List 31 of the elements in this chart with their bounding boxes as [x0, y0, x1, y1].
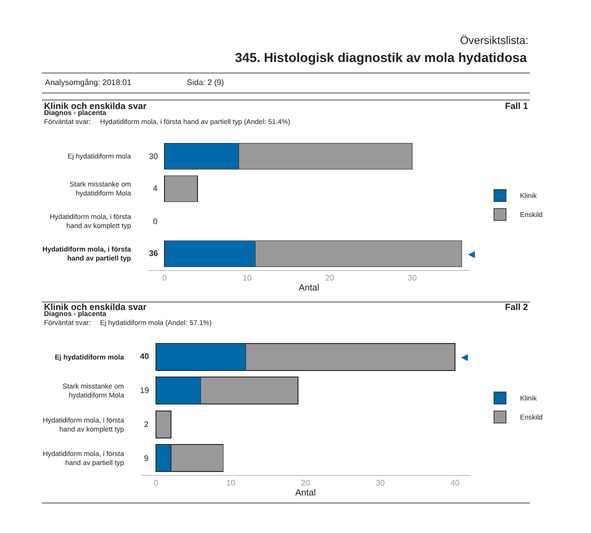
x-tick-label: 10	[242, 274, 252, 283]
x-tick-label: 40	[450, 478, 460, 488]
annotation: ◀	[461, 352, 468, 362]
bar	[164, 175, 198, 202]
x-tick-label: 0	[162, 274, 168, 283]
text: Sida: 2 (9)	[187, 78, 224, 87]
text: 345. Histologisk diagnostik av mola hydatidosa	[235, 50, 528, 65]
x-tick-label: 10	[226, 478, 236, 488]
total-label: 30	[149, 152, 158, 161]
total-label: 40	[140, 352, 150, 361]
total-label: 9	[144, 454, 149, 463]
total-label: 19	[140, 386, 150, 395]
total-label: 4	[153, 184, 158, 193]
x-axis-title: Antal	[298, 282, 320, 292]
total-label: 0	[153, 217, 158, 226]
text: Analysomgång: 2018:01	[45, 78, 132, 87]
annotation: ◀	[468, 249, 475, 259]
x-axis-title: Antal	[295, 488, 316, 498]
bar	[156, 410, 172, 438]
chart-title: Klinik och enskilda svar	[44, 302, 148, 312]
text: Fall 2	[505, 302, 528, 312]
x-tick-label: 20	[301, 478, 310, 488]
x-tick-label: 20	[325, 274, 335, 283]
x-tick-label: 30	[376, 478, 386, 488]
text: Fall 1	[505, 101, 528, 111]
total-label: 36	[149, 249, 158, 258]
total-label: 2	[144, 420, 149, 429]
chart-title: Klinik och enskilda svar	[44, 101, 148, 111]
x-tick-label: 0	[154, 478, 159, 488]
text: Översiktslista:	[460, 34, 528, 47]
x-tick-label: 30	[408, 274, 418, 283]
